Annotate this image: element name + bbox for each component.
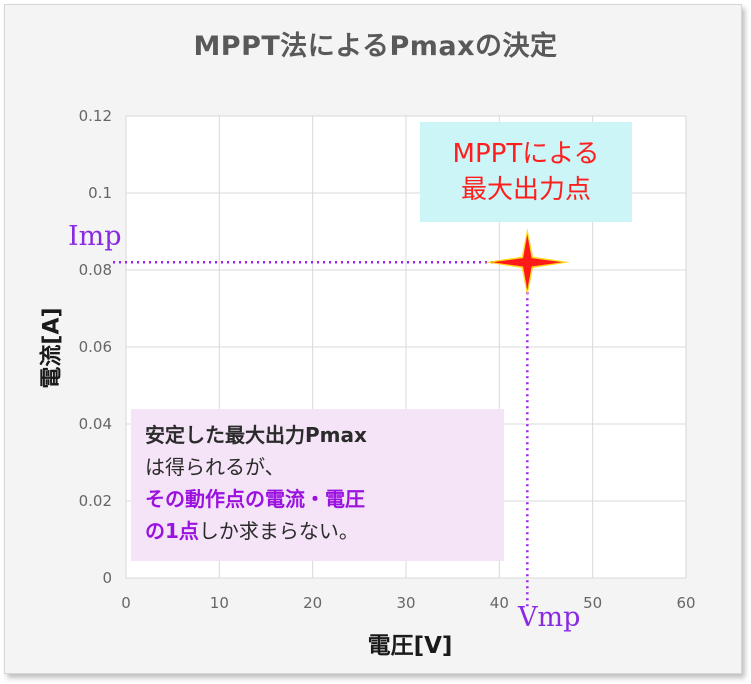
y-tick-label: 0.12 — [79, 107, 112, 125]
note-line-4-rest: しか求まらない。 — [198, 519, 359, 543]
mppt-point-callout: MPPTによる 最大出力点 — [420, 122, 632, 222]
x-tick-label: 50 — [583, 594, 602, 612]
x-tick-label: 0 — [121, 594, 131, 612]
note-line-2: は得られるが、 — [145, 455, 285, 479]
x-tick-label: 10 — [210, 594, 229, 612]
note-callout: 安定した最大出力Pmax は得られるが、 その動作点の電流・電圧 の1点しか求ま… — [131, 409, 504, 561]
y-tick-label: 0.02 — [79, 492, 112, 510]
y-tick-label: 0 — [102, 569, 112, 587]
note-line-3: その動作点の電流・電圧 — [145, 487, 365, 511]
y-tick-label: 0.04 — [79, 415, 112, 433]
y-tick-label: 0.1 — [88, 184, 112, 202]
x-tick-label: 40 — [490, 594, 509, 612]
y-tick-label: 0.06 — [79, 338, 112, 356]
note-line-4-emphasis: の1点 — [145, 519, 199, 543]
x-tick-label: 30 — [396, 594, 415, 612]
y-axis-title: 電流[A] — [40, 307, 66, 389]
max-power-point-marker — [492, 234, 563, 291]
x-axis-title: 電圧[V] — [367, 633, 453, 659]
mppt-callout-line-2: 最大出力点 — [460, 175, 591, 205]
chart-title: MPPT法によるPmaxの決定 — [193, 31, 558, 62]
x-tick-label: 60 — [676, 594, 695, 612]
y-tick-label: 0.08 — [79, 261, 112, 279]
imp-label: Imp — [68, 221, 122, 252]
y-axis-title-box: 電流[A] — [20, 304, 80, 392]
mppt-callout-line-1: MPPTによる — [452, 139, 600, 169]
note-line-1: 安定した最大出力Pmax — [145, 423, 367, 447]
x-tick-label: 20 — [303, 594, 322, 612]
vmp-label: Vmp — [518, 602, 581, 633]
